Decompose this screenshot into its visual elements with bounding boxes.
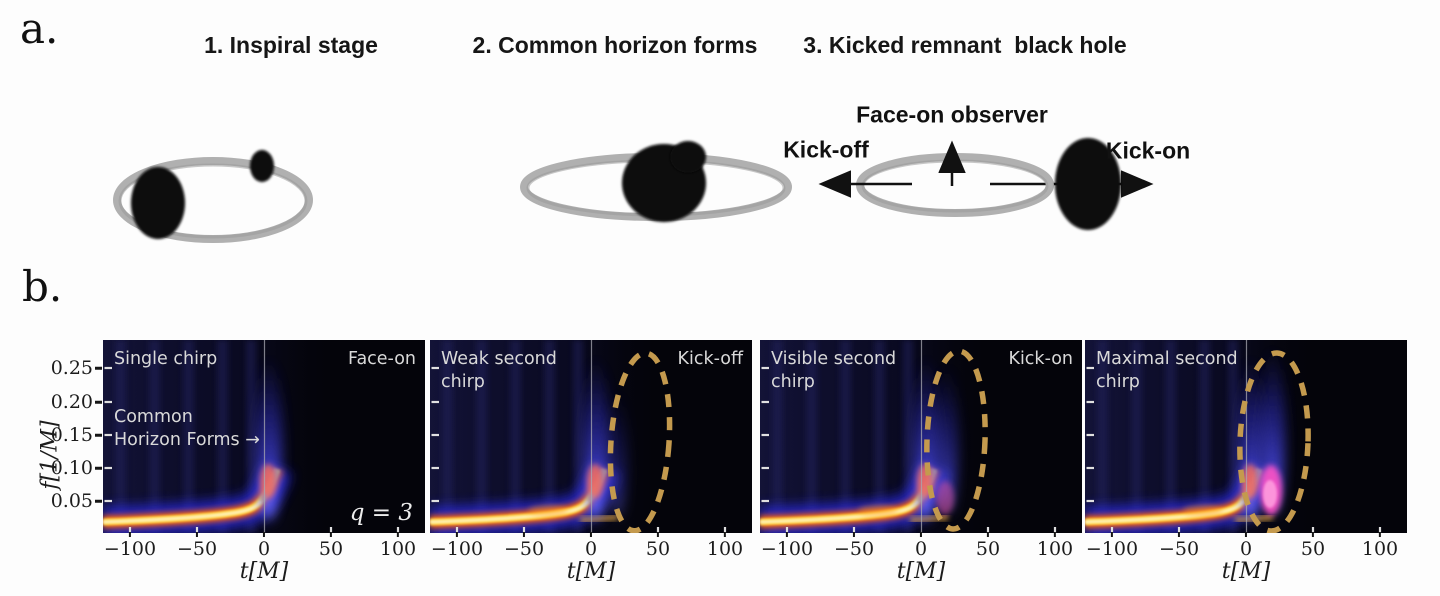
x-tick-label: −50 (503, 538, 545, 560)
x-tick-label: −100 (1085, 538, 1139, 560)
inspiral-stage-drawing (113, 150, 313, 243)
x-axis: −100 −50 0 50 100 t[M] (760, 533, 1082, 585)
x-tick-label: −100 (103, 538, 157, 560)
mass-ratio-label: q = 3 (349, 500, 413, 526)
spectrogram-heatmap (430, 340, 752, 533)
panel-a-label: a. (20, 4, 59, 53)
common-horizon-note: Common (114, 407, 193, 427)
x-tick-label: −50 (833, 538, 875, 560)
kick-on-label: Kick-on (1105, 137, 1191, 164)
second-chirp-plume (607, 393, 627, 517)
x-tick-label: −100 (760, 538, 814, 560)
x-axis: −100 −50 0 50 100 t[M] (1085, 533, 1407, 585)
panel-b-label: b. (22, 262, 63, 311)
black-hole-stages-illustration (113, 138, 1154, 243)
observer-label: Kick-on (1008, 349, 1073, 369)
x-tick-label: 0 (257, 538, 271, 560)
x-axis-title: t[M] (239, 559, 289, 584)
x-tick-label: 100 (1361, 538, 1399, 560)
x-tick-label: 50 (645, 538, 671, 560)
chirp-type-label: Weak second (441, 349, 557, 369)
y-axis: 0.25 0.20 0.15 0.10 0.05 (0, 340, 103, 533)
common-horizon-drawing (520, 141, 792, 222)
y-tick-label: 0.05 (50, 490, 93, 512)
second-chirp-plume (936, 368, 958, 512)
spectrogram-face-on: Single chirp Face-on Common Horizon Form… (103, 340, 425, 533)
secondary-black-hole (250, 150, 274, 182)
observer-label: Kick-off (677, 349, 744, 369)
x-axis-title: t[M] (1221, 559, 1271, 584)
x-tick-label: 0 (914, 538, 928, 560)
x-tick-label: 50 (318, 538, 344, 560)
chirp-type-label: chirp (771, 372, 815, 392)
observer-label: Face-on (347, 349, 416, 369)
primary-black-hole (131, 167, 185, 239)
interior-ticks (104, 366, 400, 533)
spectrogram-kick-on: Visible second chirp Kick-on (760, 340, 1082, 533)
highlight-ellipse (924, 348, 988, 532)
x-tick-label: 100 (1036, 538, 1074, 560)
y-tick-label: 0.20 (50, 391, 93, 413)
x-tick-label: 50 (1300, 538, 1326, 560)
y-tick-label: 0.15 (50, 424, 93, 446)
x-axis: −100 −50 0 50 100 t[M] (103, 533, 425, 585)
stage-title-common-horizon: 2. Common horizon forms (472, 32, 758, 58)
chirp-type-label: chirp (1096, 372, 1140, 392)
y-tick-label: 0.10 (50, 457, 93, 479)
x-tick-label: −50 (1158, 538, 1200, 560)
x-tick-label: 100 (379, 538, 417, 560)
x-axis-title: t[M] (566, 559, 616, 584)
spectrogram-heatmap (760, 340, 1082, 533)
highlight-ellipse (607, 350, 673, 533)
spectrogram-heatmap (1085, 340, 1407, 533)
chirp-type-label: Maximal second (1096, 349, 1238, 369)
kicked-remnant-drawing (818, 138, 1154, 230)
stage-title-inspiral: 1. Inspiral stage (204, 32, 378, 58)
chirp-type-label: Visible second (771, 349, 897, 369)
x-tick-label: −50 (176, 538, 218, 560)
x-axis-title: t[M] (896, 559, 946, 584)
common-horizon-note: Horizon Forms → (114, 430, 260, 450)
kick-off-label: Kick-off (783, 136, 869, 163)
x-tick-label: 0 (1239, 538, 1253, 560)
chirp-type-label: Single chirp (114, 349, 218, 369)
x-tick-label: −100 (430, 538, 484, 560)
stage-title-kicked-remnant: 3. Kicked remnant black hole (803, 32, 1127, 58)
highlight-ellipse (1237, 350, 1311, 533)
x-axis: −100 −50 0 50 100 t[M] (430, 533, 752, 585)
remnant-black-hole (1055, 138, 1121, 230)
y-tick-label: 0.25 (50, 357, 93, 379)
merged-black-hole-bump (670, 141, 706, 173)
spectrogram-heatmap (103, 340, 425, 533)
x-tick-label: 0 (584, 538, 598, 560)
spectrogram-maximal: Maximal second chirp (1085, 340, 1407, 533)
spectrogram-kick-off: Weak second chirp Kick-off (430, 340, 752, 533)
face-on-observer-label: Face-on observer (856, 101, 1048, 128)
x-tick-label: 100 (706, 538, 744, 560)
x-tick-label: 50 (975, 538, 1001, 560)
chirp-type-label: chirp (441, 372, 485, 392)
